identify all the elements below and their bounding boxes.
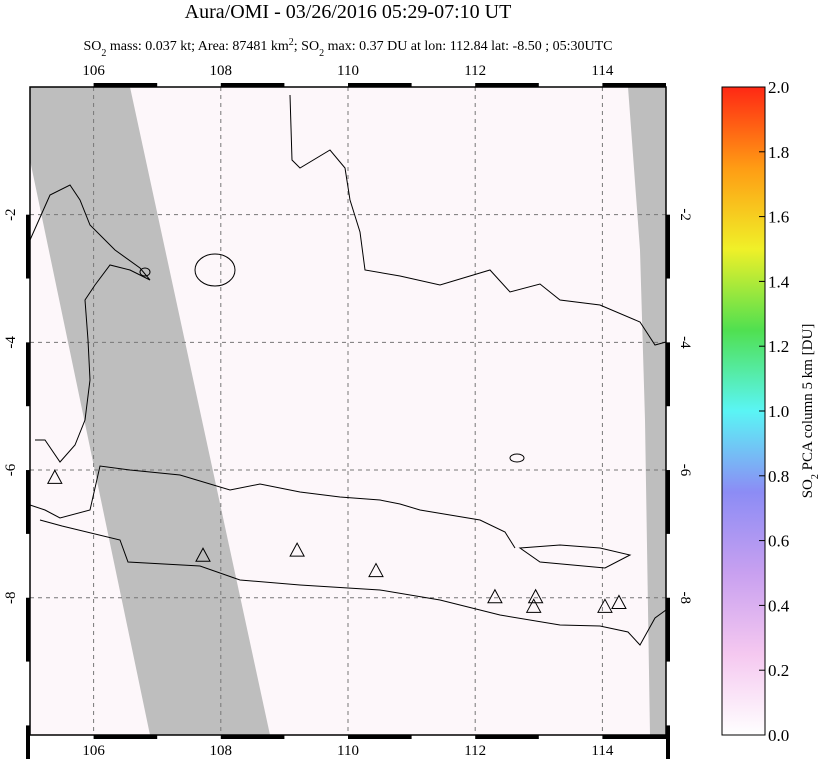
colorbar-tick-label: 0.2 — [768, 661, 789, 680]
text-part: ; SO — [294, 39, 319, 54]
frame-bar — [26, 470, 30, 534]
x-tick-label: 108 — [210, 743, 233, 759]
colorbar-tick-label: 0.4 — [768, 596, 790, 615]
x-tick-label: 112 — [464, 63, 486, 79]
chart-title: Aura/OMI - 03/26/2016 05:29-07:10 UT — [185, 1, 512, 23]
coastline — [289, 94, 667, 346]
frame-bar — [475, 83, 539, 87]
text-part: mass: 0.037 kt; Area: 87481 km — [106, 39, 288, 54]
x-tick-label: 106 — [82, 743, 105, 759]
y-tick-label: -2 — [3, 208, 19, 221]
frame-bar — [666, 214, 670, 279]
frame-bar — [26, 725, 30, 759]
colorbar-tick-label: 0.6 — [768, 532, 789, 551]
volcano — [487, 588, 503, 604]
y-tick-label: -6 — [3, 463, 19, 476]
colorbar-tick-label: 0.0 — [768, 726, 789, 745]
chart-subtitle: SO2 mass: 0.037 kt; Area: 87481 km2; SO2… — [84, 37, 613, 59]
y-tick-label: -8 — [3, 591, 19, 604]
colorbar-tick-label: 1.2 — [768, 337, 789, 356]
text-part: SO — [84, 39, 102, 54]
frame-bar — [666, 725, 670, 759]
colorbar-tick-label: 1.0 — [768, 402, 789, 421]
coastlines — [29, 94, 667, 646]
text-part: 2 — [319, 48, 324, 59]
volcano — [368, 562, 384, 578]
coastline — [29, 184, 151, 463]
volcano — [46, 469, 63, 484]
colorbar — [721, 86, 766, 736]
text-part: 2 — [289, 37, 294, 48]
text-part: 2 — [810, 474, 821, 479]
frame-bar — [348, 83, 412, 87]
x-tick-label: 108 — [210, 63, 233, 79]
coastline — [29, 465, 516, 549]
y-tick-label: -4 — [677, 336, 693, 349]
frame-bar — [220, 735, 285, 739]
coastline — [518, 544, 632, 569]
colorbar-label: SO2 PCA column 5 km [DU] — [800, 324, 821, 499]
frame-bar — [26, 214, 30, 279]
coastline — [194, 253, 236, 287]
x-tick-label: 114 — [591, 63, 613, 79]
frame-bar — [93, 735, 158, 739]
colorbar-tick-label: 1.6 — [768, 208, 789, 227]
frame-bar — [666, 342, 670, 407]
frame-bar — [93, 83, 158, 87]
frame-bar — [220, 83, 285, 87]
x-tick-label: 106 — [82, 63, 105, 79]
volcano — [289, 542, 305, 557]
colorbar-tick-label: 1.8 — [768, 143, 789, 162]
volcano — [525, 598, 542, 613]
frame-bar — [348, 735, 412, 739]
frame-bar — [666, 597, 670, 662]
no-data-swath — [30, 87, 270, 735]
volcano — [597, 598, 613, 613]
y-tick-label: -6 — [677, 464, 693, 477]
frame-bar — [602, 83, 666, 87]
x-tick-label: 114 — [591, 743, 613, 759]
x-tick-label: 110 — [337, 63, 359, 79]
volcano — [611, 594, 627, 609]
text-part: max: 0.37 DU at lon: 112.84 lat: -8.50 ;… — [324, 39, 612, 54]
colorbar-tick-label: 2.0 — [768, 78, 789, 97]
coastline — [139, 267, 151, 277]
x-tick-label: 112 — [464, 743, 486, 759]
x-tick-label: 110 — [337, 743, 359, 759]
volcano — [195, 547, 211, 562]
frame-bar — [26, 597, 30, 662]
y-tick-label: -2 — [677, 208, 693, 221]
coastline — [39, 519, 667, 646]
frame-bar — [475, 735, 539, 739]
no-data-swath — [628, 87, 666, 735]
frame-bar — [666, 470, 670, 534]
colorbar-tick-label: 0.8 — [768, 467, 789, 486]
frame-bar — [602, 735, 666, 739]
colorbar-tick-label: 1.4 — [768, 272, 790, 291]
frame-bar — [26, 342, 30, 407]
map-frame — [29, 86, 667, 736]
y-tick-label: -4 — [3, 336, 19, 349]
text-part: SO — [800, 479, 816, 498]
text-part: PCA column 5 km [DU] — [800, 324, 816, 474]
coastline — [509, 453, 525, 463]
y-tick-label: -8 — [677, 591, 693, 604]
text-part: 2 — [101, 48, 106, 59]
